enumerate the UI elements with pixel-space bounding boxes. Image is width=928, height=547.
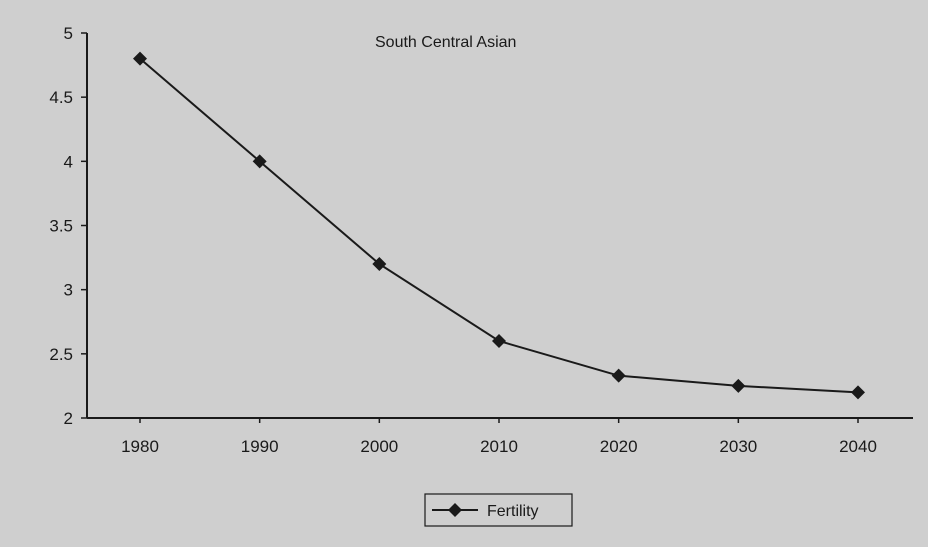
y-tick-label: 4.5 [49,88,73,107]
legend-box [424,493,573,527]
y-tick-label: 2 [64,409,73,428]
data-point-marker [851,385,865,400]
data-point-marker [252,154,267,169]
series-group [133,51,865,400]
x-ticks: 1980 1990 2000 2010 2020 2030 2040 [121,418,877,456]
data-point-marker [492,334,506,348]
x-tick-label: 1980 [121,437,159,456]
y-tick-label: 3 [64,281,73,300]
axes [86,33,913,419]
data-point-marker [372,257,387,271]
data-point-marker [611,368,626,383]
x-tick-label: 2040 [839,437,877,456]
y-tick-label: 5 [64,24,73,43]
x-tick-label: 2010 [480,437,518,456]
x-tick-label: 2000 [360,437,398,456]
legend-diamond-marker [448,503,462,517]
chart-title: South Central Asian [375,34,516,51]
x-tick-label: 1990 [241,437,279,456]
x-tick-label: 2030 [719,437,757,456]
legend: Fertility [424,493,573,527]
y-tick-label: 2.5 [49,345,73,364]
data-point-marker [731,378,746,393]
data-point-marker [133,51,147,66]
x-tick-label: 2020 [600,437,638,456]
y-tick-label: 3.5 [49,217,73,236]
y-tick-label: 4 [64,152,73,171]
legend-label: Fertility [487,503,539,520]
y-ticks: 2 2.5 3 3.5 4 4.5 5 [49,24,87,428]
